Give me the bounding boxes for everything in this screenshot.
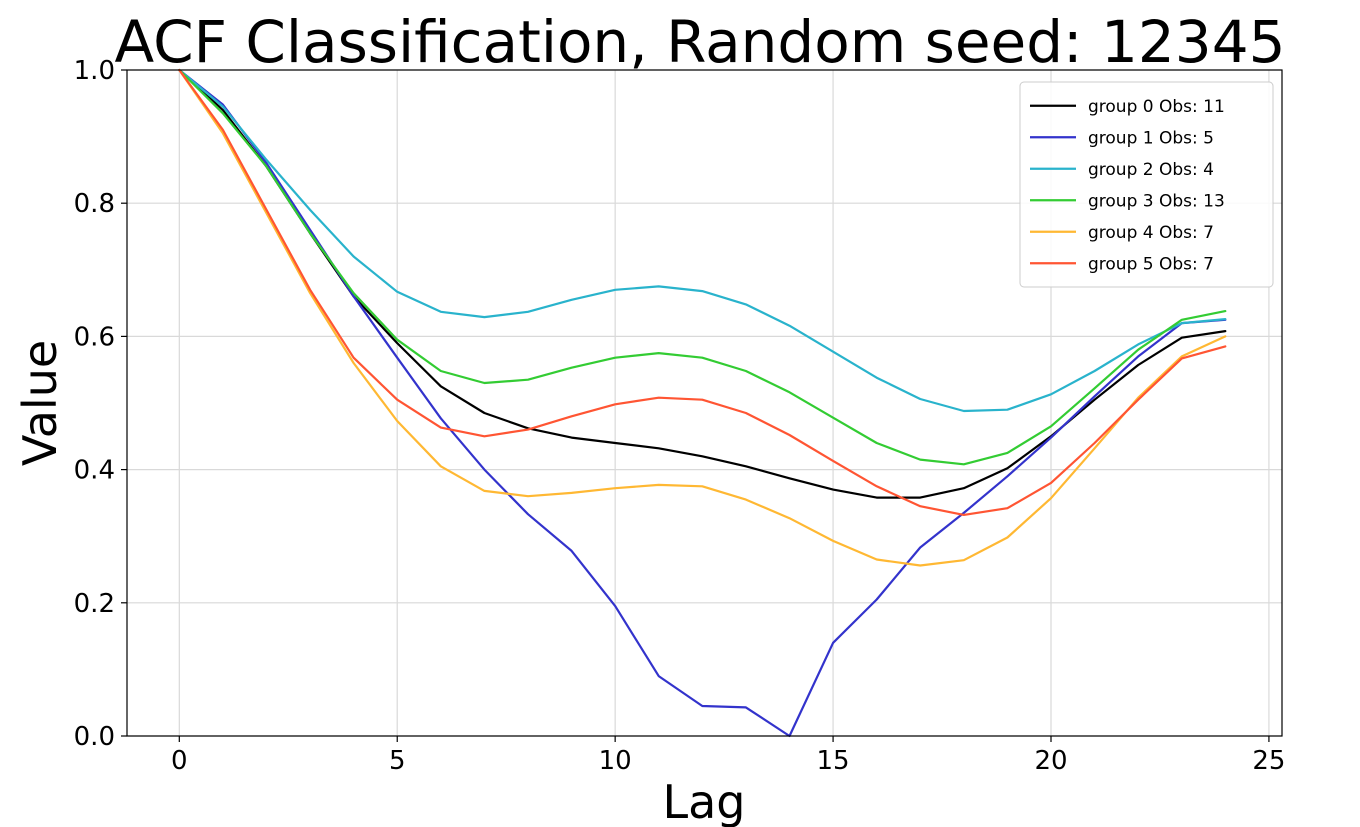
x-axis-title: Lag [662, 775, 745, 827]
series-line-group-5 [178, 68, 1227, 517]
plot-area-frame [126, 69, 1283, 737]
y-tick-label: 0.2 [74, 589, 115, 619]
legend-label-group-3: group 3 Obs: 13 [1088, 191, 1225, 211]
x-tick-label: 15 [817, 746, 850, 776]
legend-label-group-5: group 5 Obs: 7 [1088, 254, 1214, 274]
x-tick-label: 20 [1034, 746, 1067, 776]
series-line-group-1 [178, 68, 1227, 738]
y-tick-label: 0.8 [74, 189, 115, 219]
x-tick-label: 25 [1252, 746, 1285, 776]
x-tick-label: 5 [389, 746, 406, 776]
x-tick-label: 10 [599, 746, 632, 776]
legend-box [1019, 81, 1274, 288]
y-axis-title: Value [13, 340, 67, 466]
y-tick-label: 0.0 [74, 722, 115, 752]
legend-label-group-0: group 0 Obs: 11 [1088, 97, 1225, 117]
legend-label-group-1: group 1 Obs: 5 [1088, 128, 1214, 148]
chart-title: ACF Classification, Random seed: 12345 [114, 8, 1285, 76]
legend: group 0 Obs: 11 group 1 Obs: 5 group 2 Obs… [1019, 81, 1274, 288]
series-line-group-2 [178, 68, 1227, 413]
series-lines [178, 68, 1227, 738]
x-tick-label: 0 [171, 746, 188, 776]
y-tick-label: 0.4 [74, 456, 115, 486]
series-line-group-4 [178, 68, 1227, 567]
y-tick-label: 1.0 [74, 56, 115, 86]
y-tick-label: 0.6 [74, 322, 115, 352]
legend-label-group-2: group 2 Obs: 4 [1088, 160, 1214, 180]
series-line-group-3 [178, 68, 1227, 466]
axis-ticks: 0 5 10 15 20 25 0.0 0.2 0.4 0.6 0.8 1.0 [74, 56, 1286, 776]
legend-label-group-4: group 4 Obs: 7 [1088, 223, 1214, 243]
